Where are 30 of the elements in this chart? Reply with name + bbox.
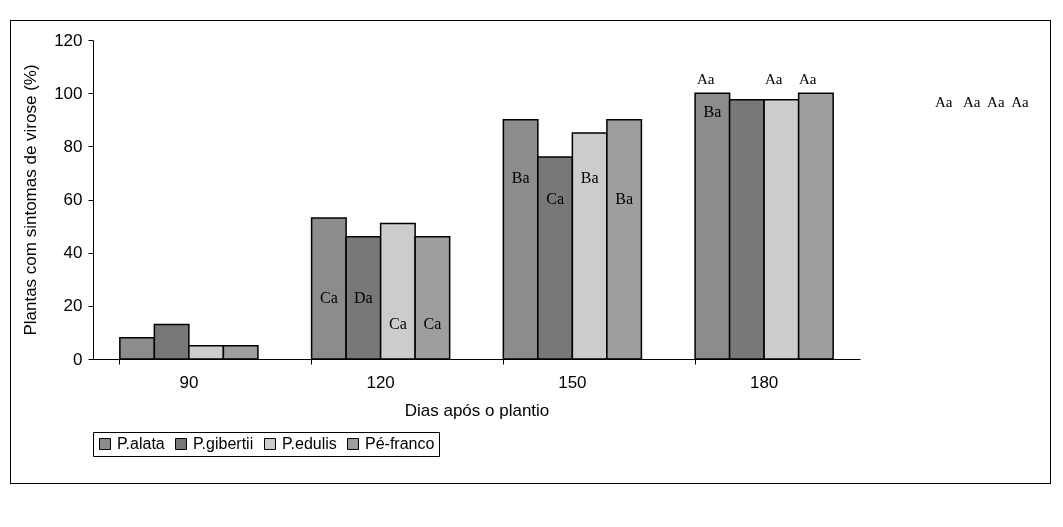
annotation: Ba bbox=[511, 169, 530, 187]
annotation: Ba bbox=[703, 102, 722, 120]
y-tick-label: 40 bbox=[63, 243, 83, 263]
x-tick-label: 120 bbox=[366, 372, 395, 392]
x-tick-label: 150 bbox=[558, 372, 587, 392]
x-tick-label: 90 bbox=[179, 372, 199, 392]
annotation: Aa bbox=[697, 71, 715, 88]
y-tick-label: 60 bbox=[63, 190, 83, 209]
annotation: Ba bbox=[615, 190, 634, 208]
legend-label: P.alata bbox=[117, 435, 165, 452]
y-tick-label: 120 bbox=[54, 30, 83, 50]
y-axis-title: Plantas com sintomas de virose (%) bbox=[21, 64, 41, 336]
y-tick-label: 80 bbox=[63, 136, 83, 156]
annotation: Aa bbox=[765, 71, 783, 88]
text: Aa Aa Aa Aa bbox=[935, 94, 1029, 111]
y-tick-label: 20 bbox=[63, 296, 83, 316]
annotation: Ca bbox=[423, 315, 442, 333]
annotation: Da bbox=[354, 288, 373, 306]
x-axis-title: Dias após o plantio bbox=[404, 400, 550, 420]
annotation: Ca bbox=[388, 315, 407, 333]
legend-label: P.gibertii bbox=[193, 435, 254, 452]
legend-label: P.edulis bbox=[282, 435, 337, 452]
y-tick-label: 0 bbox=[73, 349, 83, 369]
x-tick-label: 180 bbox=[749, 372, 779, 392]
annotation: Ca bbox=[319, 288, 338, 306]
y-tick-label: 100 bbox=[54, 83, 83, 103]
annotation: Ca bbox=[546, 190, 565, 208]
legend-label: Pé-franco bbox=[365, 435, 435, 452]
annotation: Ba bbox=[580, 169, 599, 187]
annotation: Aa bbox=[799, 71, 817, 88]
